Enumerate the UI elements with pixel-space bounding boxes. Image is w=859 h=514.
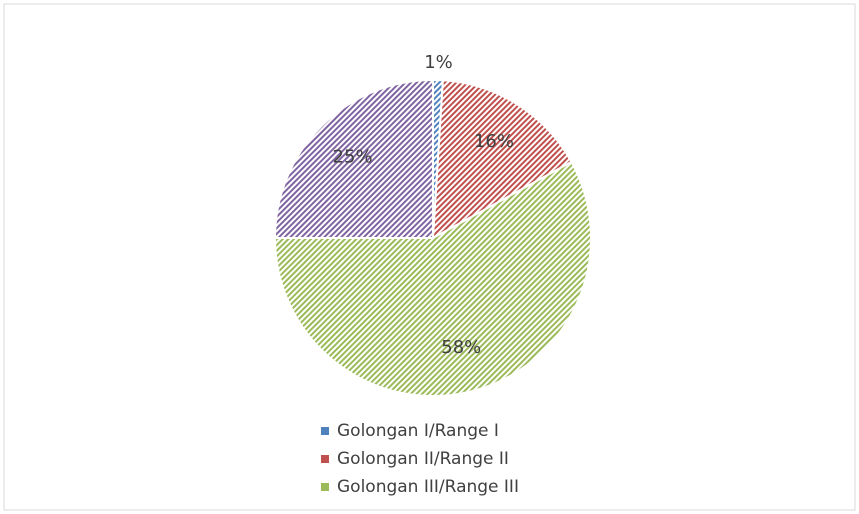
legend-label: Golongan I/Range I — [337, 421, 499, 441]
legend-swatch — [321, 427, 329, 435]
legend-label: Golongan III/Range III — [337, 477, 519, 497]
pie-slice — [273, 160, 592, 397]
legend-swatch — [321, 455, 329, 463]
data-label: 16% — [474, 131, 514, 152]
data-label: 1% — [424, 52, 453, 73]
pie-slice — [431, 79, 573, 240]
data-label: 25% — [333, 147, 373, 168]
data-label: 58% — [441, 337, 481, 358]
pie-slice — [273, 78, 434, 239]
legend-label: Golongan II/Range II — [337, 449, 509, 469]
legend-swatch — [321, 483, 329, 491]
